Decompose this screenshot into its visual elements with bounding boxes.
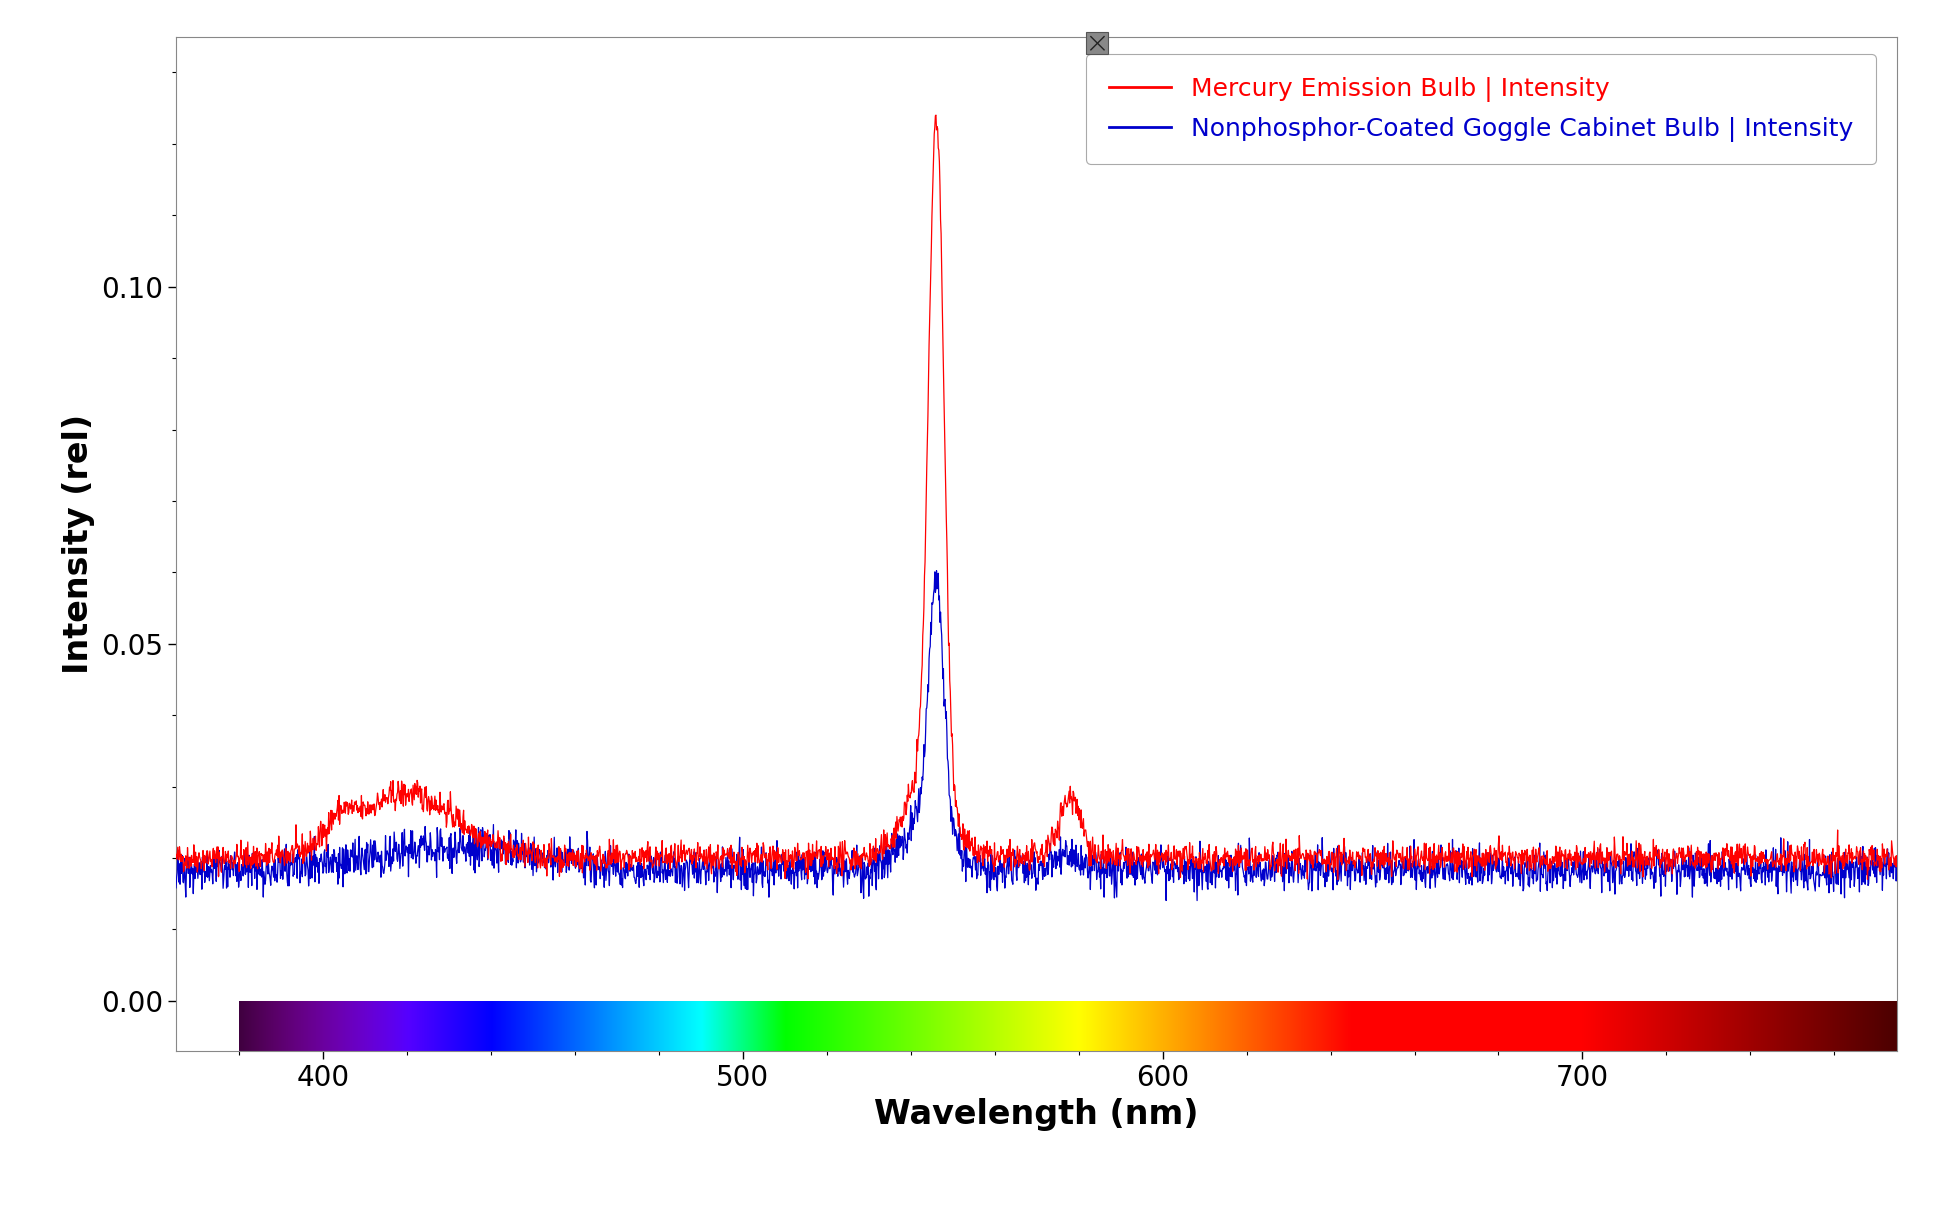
FancyBboxPatch shape	[1085, 32, 1108, 54]
Y-axis label: Intensity (rel): Intensity (rel)	[63, 414, 96, 673]
Legend: Mercury Emission Bulb | Intensity, Nonphosphor-Coated Goggle Cabinet Bulb | Inte: Mercury Emission Bulb | Intensity, Nonph…	[1085, 54, 1875, 164]
X-axis label: Wavelength (nm): Wavelength (nm)	[874, 1097, 1198, 1130]
